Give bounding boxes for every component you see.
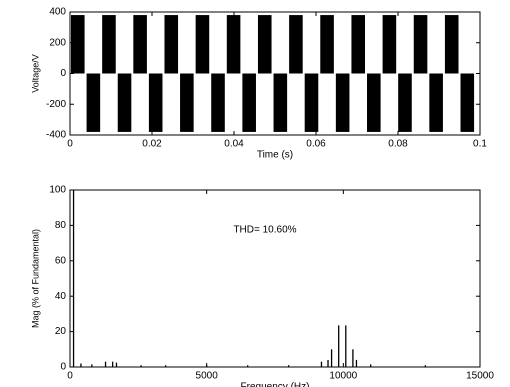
- bar: [195, 15, 210, 74]
- x-tick-label: 0.08: [388, 139, 408, 150]
- y-axis-label: Voltage/V: [30, 54, 40, 93]
- y-tick-label: -400: [46, 130, 66, 141]
- y-tick-label: -200: [46, 99, 66, 110]
- x-tick-label: 0.06: [306, 139, 326, 150]
- y-tick-label: 0: [60, 362, 66, 373]
- y-tick-label: 20: [55, 326, 67, 337]
- bar: [257, 15, 272, 74]
- y-tick-label: 200: [49, 37, 66, 48]
- bar: [273, 73, 288, 132]
- x-tick-label: 15000: [466, 371, 494, 382]
- bar: [226, 15, 241, 74]
- bar: [367, 73, 381, 132]
- bar: [86, 73, 101, 132]
- bar: [351, 15, 366, 74]
- x-axis-label: Time (s): [257, 150, 293, 161]
- bar: [148, 73, 163, 132]
- bar: [102, 15, 116, 74]
- bar: [71, 15, 85, 74]
- bar: [444, 15, 459, 74]
- bar: [413, 15, 428, 74]
- x-axis-label: Frequency (Hz): [241, 382, 310, 387]
- x-tick-label: 10000: [329, 371, 357, 382]
- bar: [320, 15, 334, 74]
- bar: [211, 73, 225, 132]
- bar: [429, 73, 443, 132]
- bar: [133, 15, 147, 74]
- x-tick-label: 5000: [196, 371, 219, 382]
- y-axis-label: Mag (% of Fundamental): [30, 229, 40, 328]
- bar: [398, 73, 412, 132]
- annotation: THD= 10.60%: [233, 225, 296, 236]
- y-tick-label: 40: [55, 291, 67, 302]
- bar: [460, 73, 475, 132]
- y-tick-label: 60: [55, 255, 67, 266]
- bar: [180, 73, 194, 132]
- x-tick-label: 0: [67, 139, 73, 150]
- bar: [117, 73, 132, 132]
- bar: [164, 15, 179, 74]
- bar: [382, 15, 397, 74]
- bar: [335, 73, 350, 132]
- y-tick-label: 0: [60, 68, 66, 79]
- x-tick-label: 0.04: [224, 139, 244, 150]
- y-tick-label: 100: [49, 185, 66, 196]
- bar: [242, 73, 256, 132]
- y-tick-label: 400: [49, 7, 66, 18]
- axes-box: [69, 189, 481, 368]
- x-tick-label: 0.02: [142, 139, 162, 150]
- bar: [289, 15, 303, 74]
- x-tick-label: 0: [67, 371, 73, 382]
- bar: [304, 73, 319, 132]
- y-tick-label: 80: [55, 220, 67, 231]
- x-tick-label: 0.1: [473, 139, 487, 150]
